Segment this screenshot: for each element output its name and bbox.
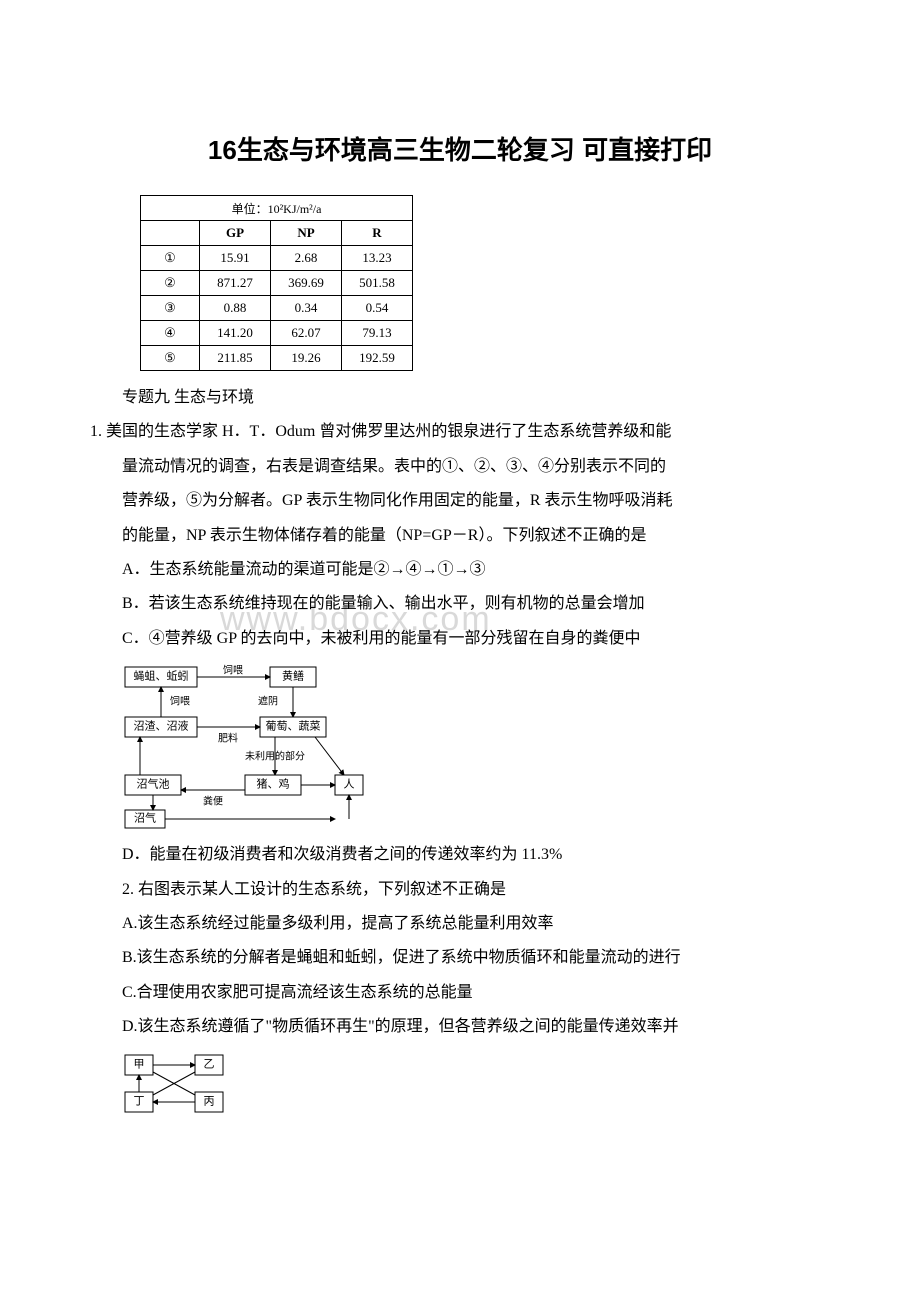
node-biogas-tank: 沼气池	[137, 777, 170, 791]
row-label: ②	[141, 271, 200, 296]
q1-stem-line2: 量流动情况的调查，右表是调查结果。表中的①、②、③、④分别表示不同的	[90, 450, 830, 484]
q1-stem-line4: 的能量，NP 表示生物体储存着的能量（NP=GP－R）。下列叙述不正确的是	[90, 519, 830, 553]
node-pig: 猪、鸡	[257, 777, 290, 791]
th-blank	[141, 221, 200, 246]
cell: 2.68	[271, 246, 342, 271]
cell: 15.91	[200, 246, 271, 271]
q1-stem-line1: 1. 美国的生态学家 H．T．Odum 曾对佛罗里达州的银泉进行了生态系统营养级…	[58, 415, 830, 449]
table-row: ② 871.27 369.69 501.58	[141, 271, 413, 296]
page-title: 16生态与环境高三生物二轮复习 可直接打印	[90, 130, 830, 167]
ecosystem-diagram: 蝇蛆、蚯蚓 黄鳝 饲喂 遮阴 饲喂 沼渣、沼液 葡萄、蔬菜	[120, 662, 830, 832]
node-veg: 葡萄、蔬菜	[266, 720, 321, 733]
row-label: ①	[141, 246, 200, 271]
node-yi: 乙	[204, 1058, 215, 1071]
energy-table: 单位：10²KJ/m²/a GP NP R ① 15.91 2.68 13.23…	[140, 195, 413, 371]
q1-stem-line3: 营养级，⑤为分解者。GP 表示生物同化作用固定的能量，R 表示生物呼吸消耗	[90, 484, 830, 518]
q2-option-b: B.该生态系统的分解者是蝇蛆和蚯蚓，促进了系统中物质循环和能量流动的进行	[90, 941, 830, 975]
cell: 0.88	[200, 296, 271, 321]
q2-option-c: C.合理使用农家肥可提高流经该生态系统的总能量	[90, 976, 830, 1010]
cell: 192.59	[342, 346, 413, 371]
cell: 62.07	[271, 321, 342, 346]
label-fert: 肥料	[218, 731, 238, 744]
q2-option-a: A.该生态系统经过能量多级利用，提高了系统总能量利用效率	[90, 907, 830, 941]
label-feed1: 饲喂	[223, 663, 243, 676]
table-unit: 单位：10²KJ/m²/a	[141, 196, 413, 221]
cell: 871.27	[200, 271, 271, 296]
label-shade: 遮阴	[258, 694, 278, 707]
cell: 369.69	[271, 271, 342, 296]
th-r: R	[342, 221, 413, 246]
label-manure: 粪便	[203, 794, 223, 807]
cell: 501.58	[342, 271, 413, 296]
th-np: NP	[271, 221, 342, 246]
food-web-diagram: 甲 乙 丁 丙	[120, 1050, 830, 1133]
q1-option-d: D．能量在初级消费者和次级消费者之间的传递效率约为 11.3%	[90, 838, 830, 872]
table-header-row: GP NP R	[141, 221, 413, 246]
cell: 0.34	[271, 296, 342, 321]
row-label: ③	[141, 296, 200, 321]
node-biogas: 沼气	[134, 811, 156, 825]
row-label: ④	[141, 321, 200, 346]
table-row: ⑤ 211.85 19.26 192.59	[141, 346, 413, 371]
node-biogas-liquid: 沼渣、沼液	[134, 719, 189, 733]
row-label: ⑤	[141, 346, 200, 371]
node-human: 人	[344, 778, 355, 791]
table-row: ③ 0.88 0.34 0.54	[141, 296, 413, 321]
table-row: ④ 141.20 62.07 79.13	[141, 321, 413, 346]
q2-stem: 2. 右图表示某人工设计的生态系统，下列叙述不正确是	[90, 873, 830, 907]
node-worm: 蝇蛆、蚯蚓	[134, 669, 189, 683]
cell: 0.54	[342, 296, 413, 321]
label-feed2: 饲喂	[170, 694, 190, 707]
th-gp: GP	[200, 221, 271, 246]
q1-option-b: B．若该生态系统维持现在的能量输入、输出水平，则有机物的总量会增加	[90, 587, 830, 621]
cell: 19.26	[271, 346, 342, 371]
cell: 13.23	[342, 246, 413, 271]
table-row: ① 15.91 2.68 13.23	[141, 246, 413, 271]
cell: 211.85	[200, 346, 271, 371]
node-jia: 甲	[134, 1059, 145, 1071]
node-bing: 丙	[204, 1096, 215, 1108]
section-heading: 专题九 生态与环境	[90, 381, 830, 415]
q1-option-c: C．④营养级 GP 的去向中，未被利用的能量有一部分残留在自身的粪便中	[90, 622, 830, 656]
cell: 79.13	[342, 321, 413, 346]
q1-option-a: A．生态系统能量流动的渠道可能是②→④→①→③	[90, 553, 830, 587]
q2-option-d: D.该生态系统遵循了"物质循环再生"的原理，但各营养级之间的能量传递效率并	[90, 1010, 830, 1044]
node-ding: 丁	[134, 1096, 145, 1108]
cell: 141.20	[200, 321, 271, 346]
node-eel: 黄鳝	[282, 669, 304, 683]
